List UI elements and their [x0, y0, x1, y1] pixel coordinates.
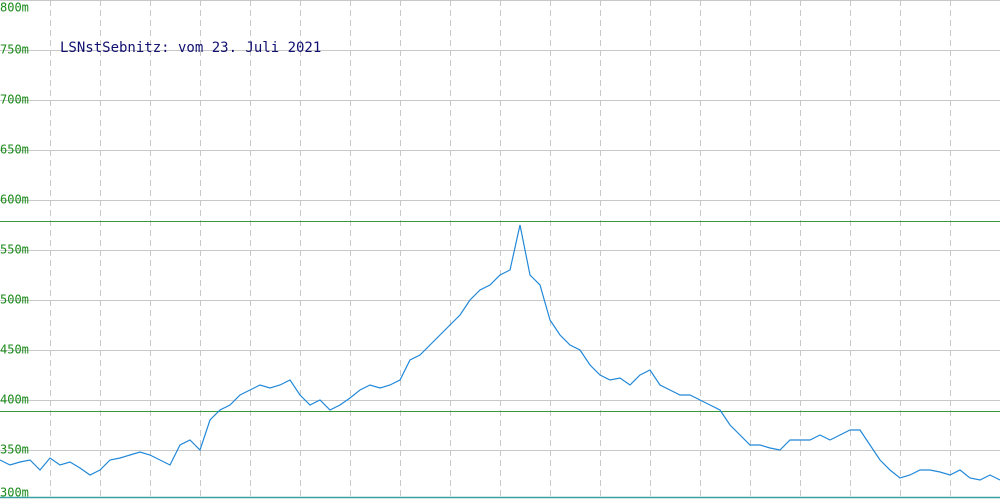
- y-tick-label: 800m: [0, 1, 29, 15]
- y-tick-label: 650m: [0, 143, 29, 157]
- y-tick-label: 450m: [0, 343, 29, 357]
- y-tick-label: 300m: [0, 486, 29, 500]
- y-tick-label: 700m: [0, 93, 29, 107]
- chart-title: LSNstSebnitz: vom 23. Juli 2021: [60, 40, 321, 56]
- y-tick-label: 350m: [0, 443, 29, 457]
- y-tick-label: 550m: [0, 243, 29, 257]
- y-tick-label: 600m: [0, 193, 29, 207]
- y-tick-label: 500m: [0, 293, 29, 307]
- y-tick-label: 400m: [0, 393, 29, 407]
- line-series: [0, 224, 1000, 481]
- y-tick-label: 750m: [0, 43, 29, 57]
